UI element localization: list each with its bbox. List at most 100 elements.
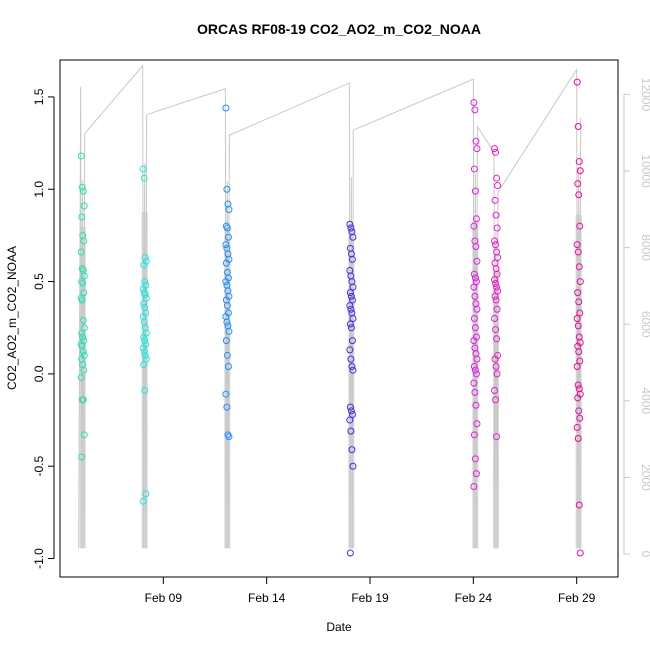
data-point bbox=[472, 278, 480, 286]
data-point bbox=[491, 145, 499, 153]
y-tick-label: -0.5 bbox=[32, 456, 46, 477]
data-point bbox=[142, 294, 150, 302]
data-point bbox=[470, 337, 478, 345]
data-point bbox=[349, 366, 357, 374]
data-point bbox=[493, 174, 501, 182]
data-point bbox=[225, 327, 233, 335]
data-point bbox=[575, 501, 583, 509]
data-point bbox=[142, 490, 150, 498]
data-point bbox=[494, 182, 502, 190]
data-point bbox=[140, 333, 148, 341]
data-point bbox=[472, 215, 480, 223]
data-point bbox=[494, 254, 502, 262]
data-point bbox=[470, 165, 478, 173]
data-point bbox=[347, 292, 355, 300]
data-point bbox=[78, 453, 86, 461]
data-point bbox=[470, 483, 478, 491]
y-tick-label: 0.5 bbox=[32, 273, 46, 290]
data-point bbox=[492, 296, 500, 304]
data-point bbox=[575, 348, 583, 356]
y-tick-label: 1.0 bbox=[32, 181, 46, 198]
chart-title: ORCAS RF08-19 CO2_AO2_m_CO2_NOAA bbox=[197, 21, 481, 37]
data-point bbox=[347, 407, 355, 415]
data-point bbox=[471, 274, 479, 282]
data-point bbox=[470, 222, 478, 230]
data-point bbox=[347, 224, 355, 232]
y-tick-label: 0.0 bbox=[32, 365, 46, 382]
data-point bbox=[471, 106, 479, 114]
data-point bbox=[473, 145, 481, 153]
data-point bbox=[492, 279, 500, 287]
data-point bbox=[80, 366, 88, 374]
data-point bbox=[472, 470, 480, 478]
data-point bbox=[223, 351, 231, 359]
data-point bbox=[78, 296, 86, 304]
data-point bbox=[348, 337, 356, 345]
data-point bbox=[470, 363, 478, 371]
data-point bbox=[80, 289, 88, 297]
data-point bbox=[224, 363, 232, 371]
data-point bbox=[77, 152, 85, 160]
secondary-band bbox=[141, 212, 148, 549]
data-point bbox=[141, 387, 149, 395]
right-axis-tick-label: 6000 bbox=[639, 311, 650, 338]
right-axis: 0 2000 4000 6000 8000 10000 12000 bbox=[623, 78, 650, 558]
data-point bbox=[574, 122, 582, 130]
data-point bbox=[346, 220, 354, 228]
data-point bbox=[491, 355, 499, 363]
data-point bbox=[576, 414, 584, 422]
y-tick-label: 1.5 bbox=[32, 88, 46, 105]
data-point bbox=[493, 224, 501, 232]
x-tick-label: Feb 19 bbox=[351, 591, 389, 605]
data-point bbox=[348, 255, 356, 263]
data-point bbox=[574, 248, 582, 256]
data-point bbox=[79, 348, 87, 356]
data-point bbox=[491, 196, 499, 204]
data-point bbox=[470, 283, 478, 291]
right-axis-tick-label: 12000 bbox=[639, 78, 650, 112]
data-point bbox=[346, 416, 354, 424]
data-point bbox=[346, 346, 354, 354]
data-point bbox=[222, 337, 230, 345]
data-point bbox=[574, 394, 582, 402]
data-point bbox=[576, 309, 584, 317]
data-point bbox=[472, 137, 480, 145]
data-point bbox=[492, 148, 500, 156]
data-point bbox=[472, 242, 480, 250]
x-axis-title: Date bbox=[326, 620, 352, 634]
data-point bbox=[78, 213, 86, 221]
data-point bbox=[472, 370, 480, 378]
data-point bbox=[573, 78, 581, 86]
data-point bbox=[470, 270, 478, 278]
data-point bbox=[348, 446, 356, 454]
secondary-band bbox=[493, 272, 499, 549]
data-point bbox=[493, 283, 501, 291]
data-point bbox=[141, 351, 149, 359]
y-axis: -1.0 -0.5 0.0 0.5 1.0 1.5 bbox=[32, 88, 55, 569]
data-point bbox=[77, 374, 85, 382]
data-point bbox=[79, 396, 87, 404]
data-point bbox=[139, 165, 147, 173]
data-point bbox=[348, 296, 356, 304]
data-point bbox=[576, 357, 584, 365]
data-point bbox=[80, 237, 88, 245]
data-point bbox=[492, 363, 500, 371]
data-point bbox=[574, 322, 582, 330]
data-point bbox=[471, 366, 479, 374]
secondary-line bbox=[78, 64, 582, 549]
data-point bbox=[471, 324, 479, 332]
x-tick-label: Feb 24 bbox=[455, 591, 493, 605]
data-point bbox=[77, 248, 85, 256]
data-point bbox=[576, 549, 584, 557]
data-point bbox=[493, 370, 501, 378]
right-axis-tick-label: 2000 bbox=[639, 464, 650, 491]
data-point bbox=[573, 423, 581, 431]
secondary-band bbox=[79, 226, 86, 549]
data-point bbox=[493, 335, 501, 343]
data-point bbox=[222, 390, 230, 398]
data-point bbox=[576, 222, 584, 230]
data-point bbox=[141, 290, 149, 298]
data-point bbox=[576, 167, 584, 175]
data-point bbox=[346, 320, 354, 328]
